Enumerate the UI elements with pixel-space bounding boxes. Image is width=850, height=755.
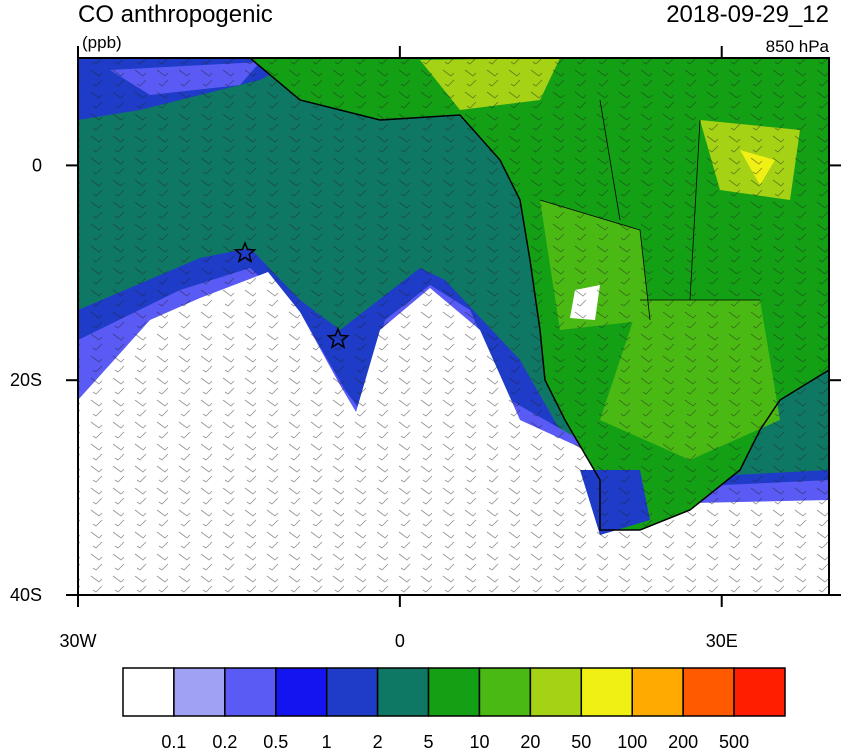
colorbar-swatch [478, 667, 532, 717]
y-tick-label: 20S [10, 370, 42, 390]
colorbar-label: 5 [424, 732, 434, 750]
colorbar-swatch [173, 667, 226, 717]
colorbar-label: 2 [373, 732, 383, 750]
map-frame [77, 57, 830, 596]
y-tick-label: 0 [32, 155, 42, 175]
x-tick-label: 0 [395, 631, 405, 651]
colorbar-swatch [682, 667, 735, 717]
colorbar-swatch [224, 667, 277, 717]
y-tick-label: 40S [10, 585, 42, 605]
colorbar-label: 50 [571, 732, 591, 750]
colorbar-label: 500 [719, 732, 749, 750]
date: 2018-09-29_12 [666, 1, 829, 28]
map-field [78, 58, 829, 595]
colorbar-label: 1 [322, 732, 332, 750]
colorbar-swatch [325, 667, 379, 717]
x-tick-label: 30E [706, 631, 738, 651]
colorbar-swatch [427, 667, 481, 717]
colorbar-swatch [122, 667, 175, 717]
colorbar-swatch [580, 667, 633, 717]
x-tick-label: 30W [59, 631, 96, 651]
colorbar-label: 200 [668, 732, 698, 750]
colorbar-label: 10 [469, 732, 489, 750]
colorbar-label: 20 [520, 732, 540, 750]
colorbar-swatch [376, 667, 430, 717]
units: (ppb) [82, 33, 122, 52]
colorbar-swatch [529, 667, 583, 717]
colorbar-label: 100 [617, 732, 647, 750]
colorbar-label: 0.5 [263, 732, 288, 750]
colorbar-label: 0.2 [212, 732, 237, 750]
title: CO anthropogenic [78, 1, 273, 28]
colorbar-swatch [631, 667, 684, 717]
colorbar-swatch [275, 667, 328, 717]
colorbar-label: 0.1 [161, 732, 186, 750]
level: 850 hPa [766, 37, 830, 56]
colorbar-swatch [733, 667, 786, 717]
